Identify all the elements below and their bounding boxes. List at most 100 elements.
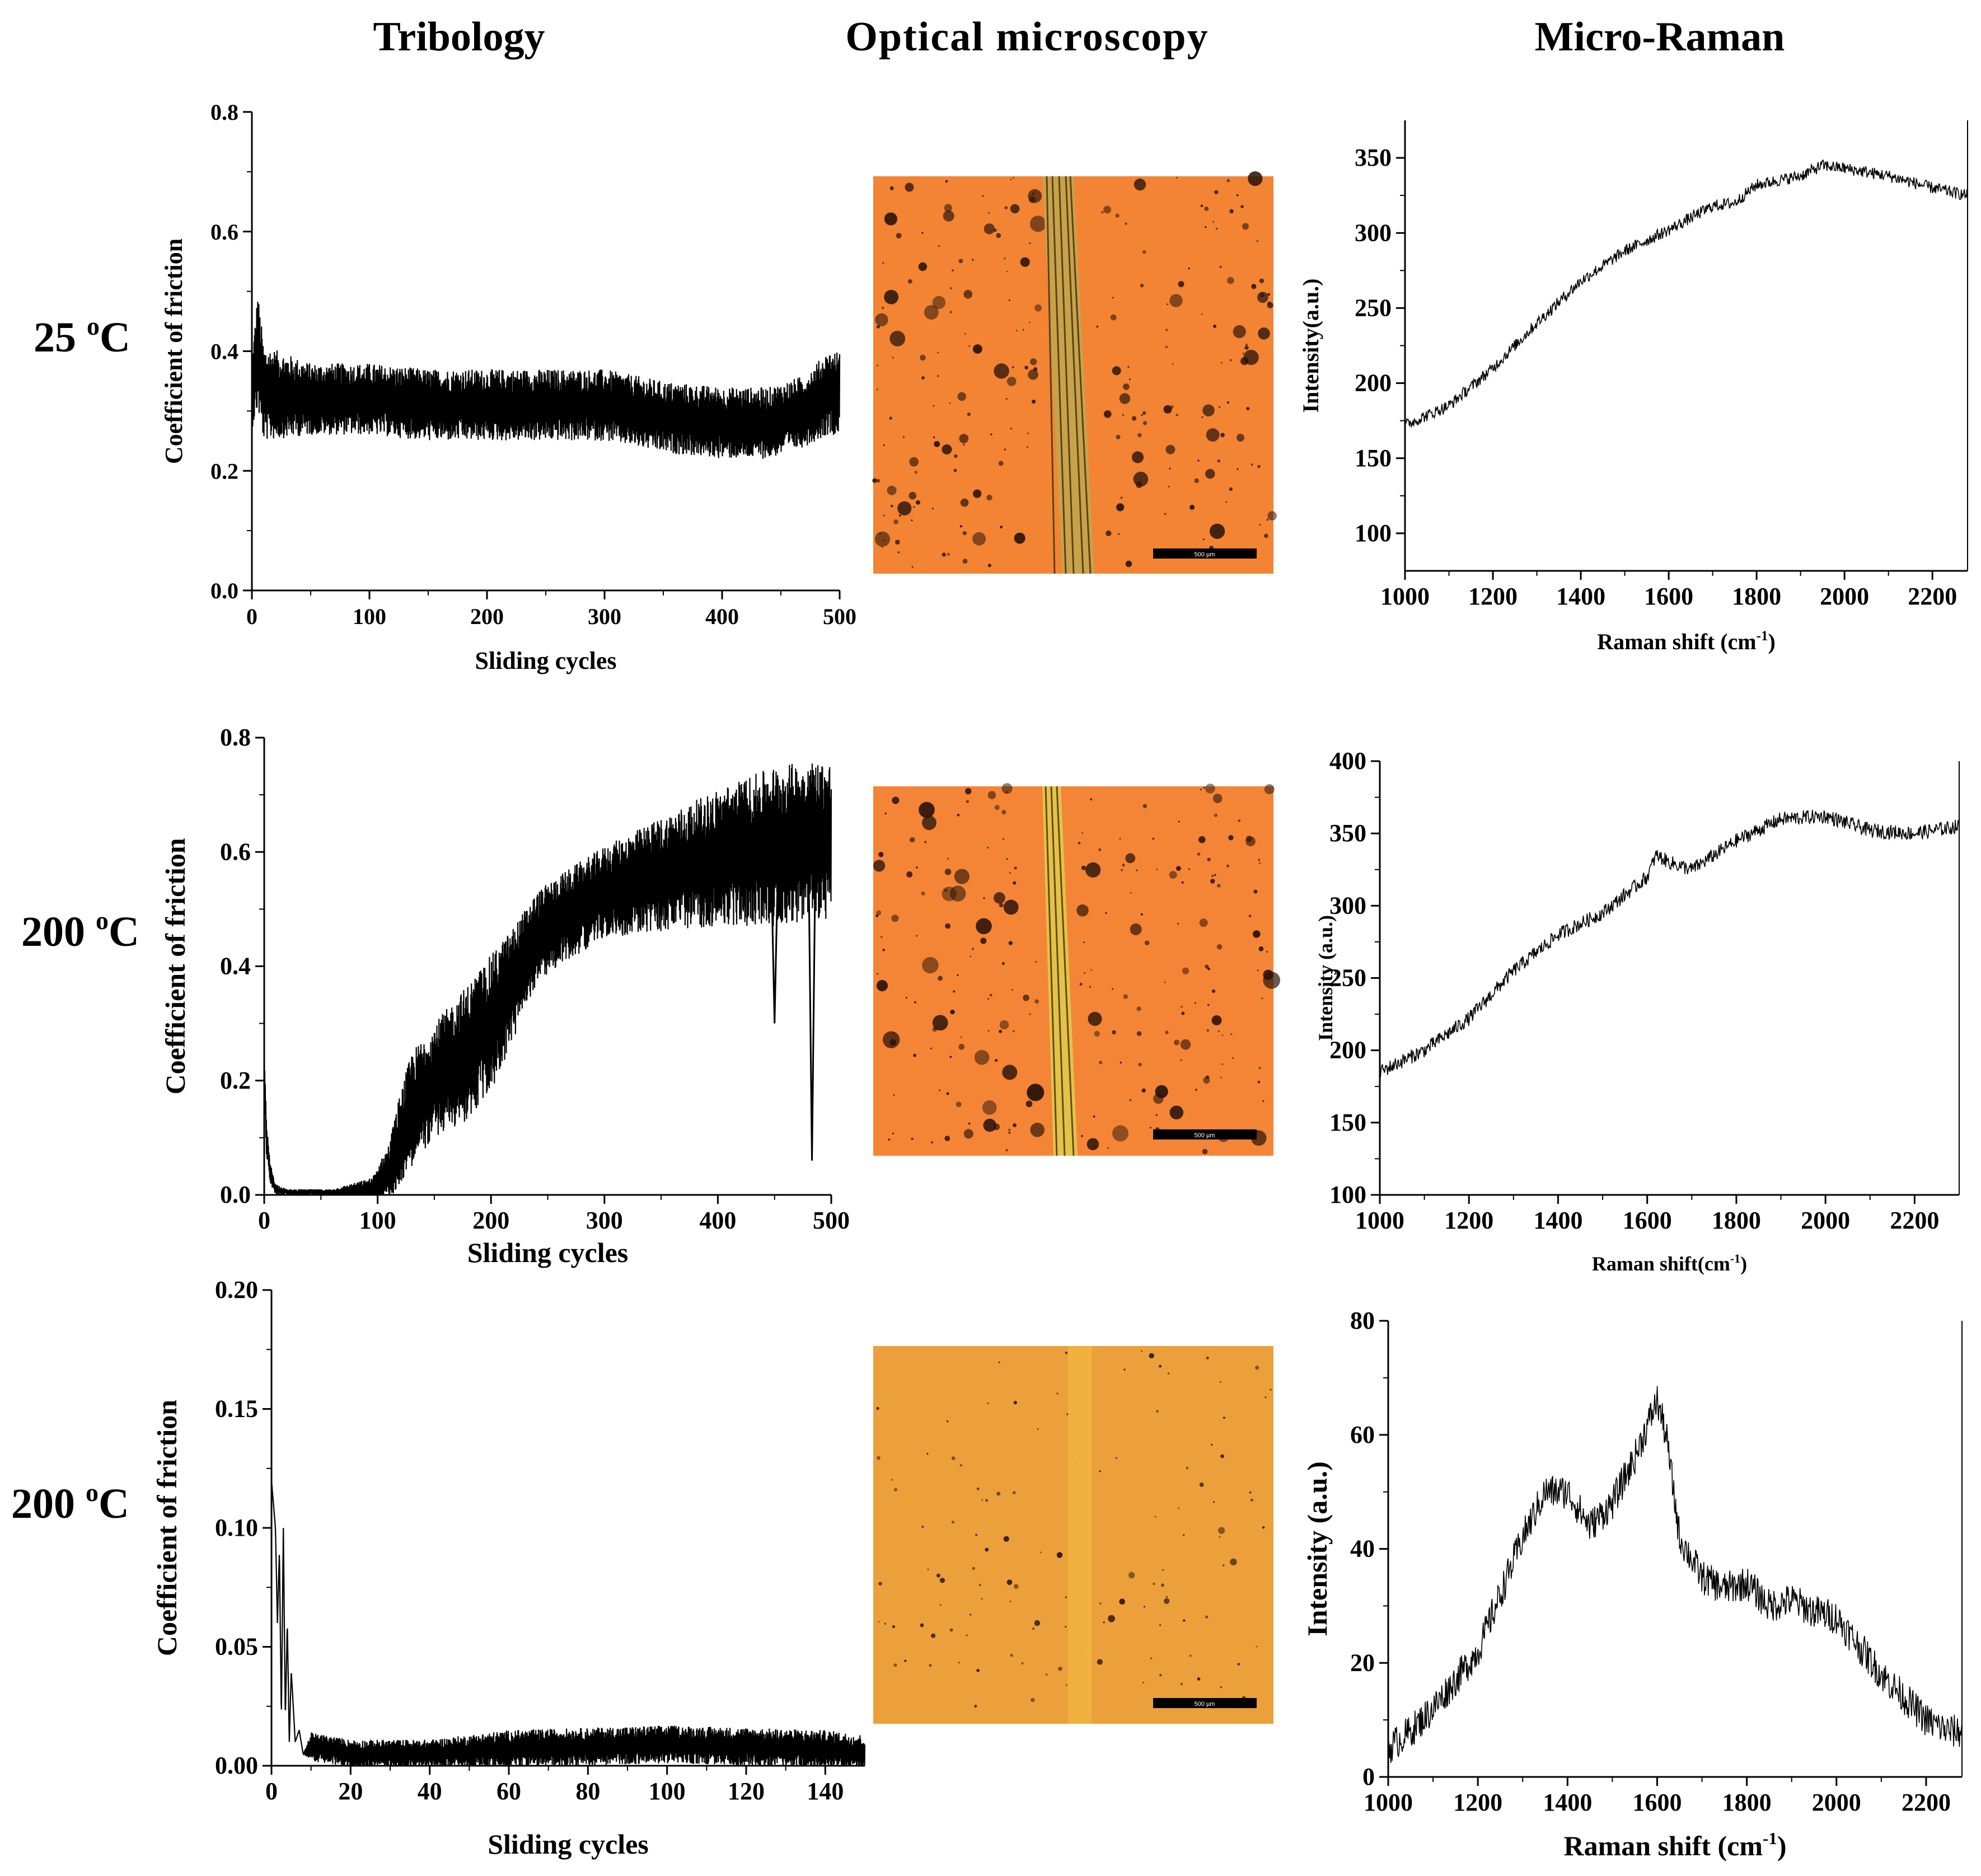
micrograph-spot xyxy=(1125,560,1132,568)
micrograph-spot xyxy=(1131,451,1144,463)
micrograph-spot xyxy=(1013,1030,1015,1033)
micrograph-spot xyxy=(1105,912,1107,914)
micrograph-spot xyxy=(1065,1626,1067,1628)
micrograph-spot xyxy=(993,1123,1000,1131)
micrograph-spot xyxy=(1165,329,1168,331)
raman-chart-200c-first: 1000 1200 1400 1600 1800 2000 2200 100 150 200 250… xyxy=(1314,747,1960,1275)
micrograph-spot xyxy=(1141,1350,1143,1352)
micrograph-spot xyxy=(945,180,948,183)
micrograph-spot xyxy=(883,514,885,517)
micrograph-spot xyxy=(953,468,957,472)
series-line xyxy=(251,302,841,459)
micrograph-spot xyxy=(958,1661,961,1664)
micrograph-spot xyxy=(1178,1507,1180,1509)
micrograph-spot xyxy=(1200,204,1203,208)
row-label-25c: 25 oC xyxy=(34,312,130,361)
micrograph-spot xyxy=(972,1567,976,1570)
micrograph-spot xyxy=(933,405,935,407)
micrograph-spot xyxy=(968,413,971,415)
micrograph-spot xyxy=(1030,358,1037,365)
micrograph-spot xyxy=(921,1526,924,1528)
x-tick-label: 1600 xyxy=(1632,1789,1682,1816)
micrograph-spot xyxy=(1181,1683,1183,1685)
micrograph-spot xyxy=(946,1092,949,1095)
micrograph-spot xyxy=(1181,1006,1183,1008)
micrograph-spot xyxy=(1183,1619,1186,1622)
micrograph-spot xyxy=(1136,869,1138,871)
friction-chart-25c: 0 100 200 300 400 500 0.0 0.2 0.4 0.6 0.8 Sliding c… xyxy=(160,100,856,674)
micrograph-spot xyxy=(1206,1357,1209,1359)
micrograph-spot xyxy=(1229,209,1234,214)
micrograph-spot xyxy=(1197,459,1200,462)
x-tick-label: 20 xyxy=(338,1777,363,1805)
x-axis-label: Raman shift (cm-1) xyxy=(1597,629,1776,654)
scale-bar xyxy=(1153,548,1257,559)
y-tick-label: 150 xyxy=(1355,444,1392,472)
micrograph-spot xyxy=(1160,1583,1165,1587)
micrograph-spot xyxy=(1267,511,1277,520)
micrograph-spot xyxy=(1199,918,1208,927)
micrograph-spot xyxy=(1021,1662,1024,1664)
micrograph-spot xyxy=(995,1059,998,1062)
micrograph-spot xyxy=(942,552,946,557)
x-axis-label: Raman shift(cm-1) xyxy=(1592,1251,1747,1275)
micrograph-spot xyxy=(1227,401,1230,404)
micrograph-spot xyxy=(1130,923,1142,935)
micrograph-spot xyxy=(1258,1067,1261,1070)
micrograph-spot xyxy=(1178,281,1184,288)
micrograph-spot xyxy=(931,1141,934,1144)
scale-bar-label: 500 µm xyxy=(1195,551,1215,558)
micrograph-spot xyxy=(1119,1598,1125,1605)
data-series xyxy=(1379,809,1960,1077)
micrograph-spot xyxy=(1253,930,1261,938)
micrograph-spot xyxy=(965,788,972,795)
micrograph-spot xyxy=(1176,866,1181,871)
micrograph-spot xyxy=(1220,1686,1223,1689)
micrograph-spot xyxy=(1219,266,1222,268)
micrograph-spot xyxy=(966,800,969,803)
micrograph-spot xyxy=(1165,1030,1169,1035)
micrograph-spot xyxy=(1216,944,1223,950)
micrograph-spot xyxy=(1015,330,1018,332)
micrograph-spot xyxy=(892,1032,895,1034)
micrograph-spot xyxy=(1032,192,1035,195)
micrograph-spot xyxy=(1213,1501,1215,1503)
y-axis-label: Intensity(a.u.) xyxy=(1298,278,1323,412)
micrograph-spot xyxy=(1029,215,1046,232)
micrograph-spot xyxy=(1230,1558,1237,1565)
micrograph-spot xyxy=(943,210,954,222)
micrograph-spot xyxy=(1084,972,1085,974)
micrograph-spot xyxy=(896,233,902,239)
x-tick-label: 2000 xyxy=(1801,1207,1850,1234)
micrograph-spot xyxy=(947,857,949,860)
micrograph-spot xyxy=(985,1499,989,1502)
micrograph-spot xyxy=(1186,1466,1189,1470)
micrograph-spot xyxy=(1181,881,1184,884)
micrograph-spot xyxy=(949,1056,952,1058)
micrograph-spot xyxy=(959,434,969,444)
micrograph-spot xyxy=(1259,292,1265,298)
micrograph-spot xyxy=(1141,414,1143,416)
friction-dip xyxy=(770,863,779,1024)
micrograph-spot xyxy=(1103,1621,1105,1624)
micrograph-spot xyxy=(1165,345,1168,349)
micrograph-spot xyxy=(1156,1410,1159,1413)
micrograph-spot xyxy=(1140,913,1143,916)
y-tick-label: 0.2 xyxy=(220,1067,251,1094)
micrograph-spot xyxy=(1056,1552,1063,1558)
micrograph-spot xyxy=(998,1361,1000,1363)
micrograph-spot xyxy=(1032,1627,1035,1630)
micrograph-spot xyxy=(924,305,939,320)
y-tick-label: 350 xyxy=(1329,819,1366,847)
micrograph-spot xyxy=(1013,1401,1017,1405)
micrograph-spot xyxy=(1162,1569,1164,1571)
micrograph-spot xyxy=(911,566,914,568)
micrograph-spot xyxy=(1266,951,1268,953)
micrograph-spot xyxy=(1220,1076,1222,1078)
micrograph-spot xyxy=(1011,989,1013,991)
micrograph-spot xyxy=(1256,240,1259,242)
micrograph-spot xyxy=(1215,227,1218,230)
x-tick-label: 1000 xyxy=(1380,583,1430,610)
micrograph-spot xyxy=(957,813,960,817)
micrograph-spot xyxy=(939,1604,942,1606)
